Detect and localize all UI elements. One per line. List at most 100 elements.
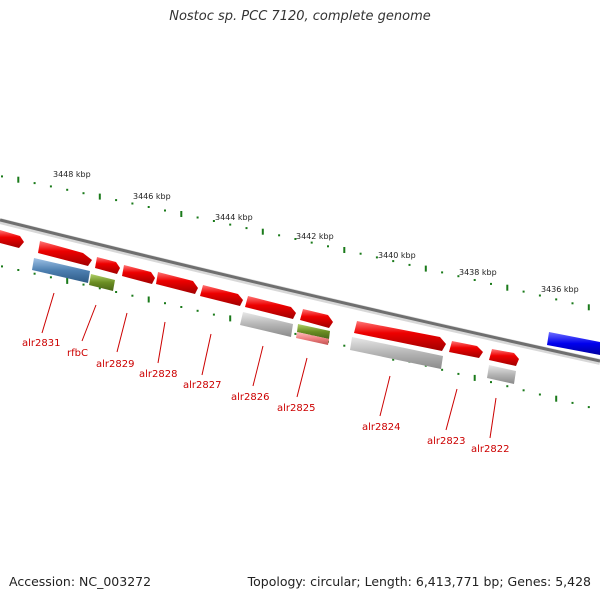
- major-tick: [261, 228, 264, 235]
- scale-label: 3442 kbp: [296, 232, 334, 241]
- major-tick: [229, 315, 232, 322]
- major-tick: [66, 277, 69, 284]
- minor-tick: [375, 256, 378, 259]
- outer-scale-ticks: [1, 175, 590, 311]
- minor-tick: [506, 385, 509, 388]
- minor-tick: [359, 252, 362, 255]
- major-tick: [180, 211, 183, 217]
- minor-tick: [473, 279, 476, 281]
- gene-arrow[interactable]: [449, 341, 483, 358]
- leader-line: [157, 321, 166, 364]
- gene-label[interactable]: alr2824: [362, 422, 400, 433]
- feature-box[interactable]: [32, 258, 90, 283]
- minor-tick: [522, 389, 525, 392]
- feature-row-lower: [32, 258, 516, 384]
- minor-tick: [294, 238, 297, 240]
- scale-label: 3448 kbp: [53, 170, 91, 179]
- minor-tick: [212, 220, 215, 222]
- minor-tick: [164, 209, 166, 212]
- gene-arrow[interactable]: [489, 349, 519, 366]
- gene-label[interactable]: alr2827: [183, 380, 221, 391]
- feature-box[interactable]: [296, 332, 329, 345]
- minor-tick: [571, 302, 574, 305]
- minor-tick: [82, 283, 85, 286]
- gene-label[interactable]: alr2822: [471, 444, 509, 455]
- minor-tick: [17, 269, 20, 271]
- minor-tick: [33, 272, 36, 275]
- gene-label[interactable]: alr2825: [277, 403, 315, 414]
- inner-scale-ticks: [1, 265, 590, 409]
- minor-tick: [49, 185, 52, 188]
- leader-line: [489, 397, 497, 439]
- minor-tick: [180, 306, 183, 308]
- gene-arrow[interactable]: [0, 230, 24, 248]
- scale-labels: 3448 kbp 3446 kbp 3444 kbp 3442 kbp 3440…: [53, 170, 579, 294]
- gene-arrow[interactable]: [245, 296, 296, 319]
- feature-box[interactable]: [89, 274, 115, 291]
- gene-label[interactable]: rfbC: [67, 348, 88, 359]
- gene-arrow[interactable]: [38, 241, 92, 266]
- feature-box[interactable]: [297, 324, 330, 339]
- minor-tick: [310, 241, 313, 244]
- leader-line: [445, 388, 458, 431]
- minor-tick: [196, 309, 199, 312]
- minor-tick: [245, 227, 248, 230]
- gene-arrow[interactable]: [354, 321, 446, 351]
- major-tick: [343, 247, 346, 253]
- leader-line: [296, 357, 308, 398]
- gene-arrow[interactable]: [156, 272, 198, 294]
- gene-labels: alr2831 rfbC alr2829 alr2828 alr2827 alr…: [22, 338, 509, 455]
- minor-tick: [229, 223, 232, 226]
- scale-label: 3440 kbp: [378, 251, 416, 260]
- major-tick: [473, 374, 476, 381]
- minor-tick: [82, 192, 85, 195]
- major-tick: [587, 304, 590, 311]
- minor-tick: [538, 294, 541, 297]
- gene-arrow[interactable]: [122, 265, 155, 284]
- feature-box[interactable]: [240, 312, 293, 337]
- scale-label: 3438 kbp: [459, 268, 497, 277]
- leader-line: [379, 375, 391, 417]
- minor-tick: [49, 276, 52, 279]
- genome-summary-text: Topology: circular; Length: 6,413,771 bp…: [247, 574, 591, 589]
- feature-box[interactable]: [487, 365, 516, 384]
- minor-tick: [212, 313, 215, 316]
- genome-backbone-line: [0, 218, 600, 363]
- leader-line: [81, 304, 97, 342]
- gene-arrow[interactable]: [95, 257, 120, 274]
- minor-tick: [587, 406, 590, 409]
- accession-text: Accession: NC_003272: [9, 574, 152, 589]
- minor-tick: [294, 332, 297, 335]
- gene-arrow[interactable]: [200, 285, 243, 306]
- minor-tick: [343, 344, 346, 347]
- gene-label[interactable]: alr2831: [22, 338, 60, 349]
- scale-label: 3436 kbp: [541, 285, 579, 294]
- gene-label[interactable]: alr2828: [139, 369, 177, 380]
- minor-tick: [131, 294, 134, 297]
- minor-tick: [147, 206, 150, 208]
- major-tick: [17, 176, 20, 183]
- gene-arrow[interactable]: [300, 309, 333, 328]
- feature-box[interactable]: [350, 337, 443, 369]
- major-tick: [424, 265, 427, 272]
- gene-label[interactable]: alr2823: [427, 436, 465, 447]
- gene-arrow[interactable]: [547, 332, 600, 355]
- gene-label[interactable]: alr2826: [231, 392, 269, 403]
- minor-tick: [490, 282, 492, 285]
- minor-tick: [66, 188, 69, 191]
- minor-tick: [1, 175, 3, 178]
- gene-label[interactable]: alr2829: [96, 359, 134, 370]
- minor-tick: [490, 381, 492, 384]
- minor-tick: [1, 265, 3, 268]
- major-tick: [147, 296, 150, 303]
- minor-tick: [408, 263, 411, 266]
- minor-tick: [131, 202, 134, 205]
- leader-line: [201, 333, 212, 376]
- minor-tick: [457, 275, 460, 278]
- minor-tick: [33, 182, 36, 185]
- minor-tick: [98, 287, 101, 290]
- gene-row-upper: [0, 230, 600, 366]
- minor-tick: [115, 291, 118, 293]
- minor-tick: [164, 302, 166, 305]
